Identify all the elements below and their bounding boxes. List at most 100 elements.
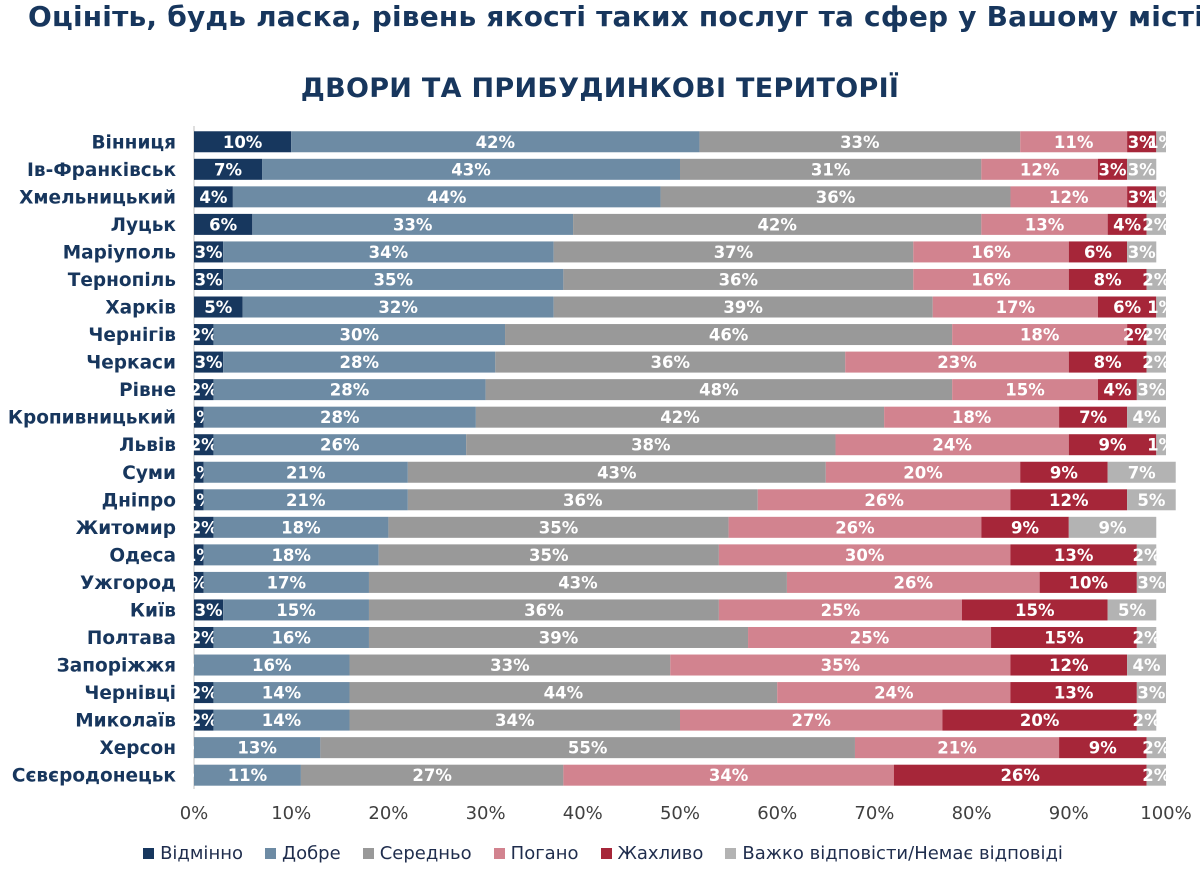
legend-label: Жахливо xyxy=(617,843,704,864)
data-label: 21% xyxy=(937,739,977,758)
data-label: 5% xyxy=(1118,601,1146,620)
category-label: Тернопіль xyxy=(68,270,176,291)
data-label: 9% xyxy=(1050,463,1078,482)
bar-segment xyxy=(407,489,758,511)
category-label: Одеса xyxy=(109,545,176,566)
data-label: 2% xyxy=(1142,766,1170,785)
category-label: Ужгород xyxy=(80,573,176,594)
bar-segment xyxy=(194,296,243,318)
bar-segment xyxy=(223,351,496,373)
bar-segment xyxy=(1156,296,1166,318)
bar-segment xyxy=(1010,682,1137,704)
data-label: 43% xyxy=(558,573,598,592)
data-label: 30% xyxy=(339,326,379,345)
bar-segment xyxy=(194,682,214,704)
legend-label: Середньо xyxy=(379,843,472,864)
bar-segment xyxy=(213,434,467,456)
data-label: 16% xyxy=(971,270,1011,289)
data-label: 8% xyxy=(1094,353,1122,372)
category-label: Сєвєродонецьк xyxy=(12,766,177,787)
legend-swatch xyxy=(725,848,737,859)
bar-segment xyxy=(718,544,1011,566)
data-label: 4% xyxy=(1133,656,1161,675)
bar-segment xyxy=(194,544,204,566)
data-label: 21% xyxy=(286,491,326,510)
category-label: Ів-Франківськ xyxy=(27,160,176,181)
bar-segment xyxy=(1127,158,1157,180)
category-label: Луцьк xyxy=(111,215,177,236)
bar-segment xyxy=(981,516,1069,538)
bar-segment xyxy=(573,213,982,235)
bar-segment xyxy=(194,461,204,483)
data-label: 9% xyxy=(1089,739,1117,758)
bar-segment xyxy=(893,764,1147,786)
bar-segment xyxy=(1136,682,1166,704)
bar-segment xyxy=(825,461,1021,483)
bar-segment xyxy=(194,213,253,235)
data-label: 12% xyxy=(1020,160,1060,179)
bar-segment xyxy=(194,268,224,290)
data-label: 12% xyxy=(1049,491,1089,510)
bar-segment xyxy=(1010,654,1128,676)
category-label: Миколаїв xyxy=(75,711,176,732)
category-label: Харків xyxy=(105,298,176,319)
x-tick-label: 90% xyxy=(1049,803,1089,824)
data-label: 3% xyxy=(1099,160,1127,179)
data-label: 20% xyxy=(1020,711,1060,730)
data-label: 11% xyxy=(228,766,268,785)
data-label: 14% xyxy=(262,711,302,730)
data-label: 13% xyxy=(1054,546,1094,565)
data-label: 2% xyxy=(190,684,218,703)
category-label: Запоріжжя xyxy=(57,656,176,677)
data-label: 16% xyxy=(971,243,1011,262)
data-label: 17% xyxy=(996,298,1036,317)
bar-segment xyxy=(1146,213,1166,235)
legend-item: Середньо xyxy=(362,843,472,864)
bar-segment xyxy=(194,571,204,593)
x-tick-label: 80% xyxy=(952,803,992,824)
data-label: 24% xyxy=(932,436,972,455)
data-label: 35% xyxy=(539,518,579,537)
bar-segment xyxy=(1146,324,1166,346)
bar-segment xyxy=(1136,571,1166,593)
legend-item: Погано xyxy=(493,843,579,864)
bar-segment xyxy=(1136,626,1157,648)
data-label: 26% xyxy=(864,491,904,510)
legend-item: Жахливо xyxy=(600,843,704,864)
data-label: 7% xyxy=(1079,408,1107,427)
data-label: 28% xyxy=(339,353,379,372)
bar-segment xyxy=(252,213,574,235)
bar-segment xyxy=(553,241,914,263)
bar-segment xyxy=(291,131,700,153)
data-label: 1% xyxy=(1147,188,1175,207)
data-label: 34% xyxy=(495,711,535,730)
data-label: 26% xyxy=(835,518,875,537)
data-label: 3% xyxy=(195,601,223,620)
bar-segment xyxy=(961,599,1108,621)
data-label: 3% xyxy=(195,353,223,372)
bar-segment xyxy=(368,571,787,593)
bar-segment xyxy=(475,406,885,428)
bar-segment xyxy=(378,544,719,566)
bar-segment xyxy=(213,324,506,346)
data-label: 9% xyxy=(1011,518,1039,537)
data-label: 28% xyxy=(320,408,360,427)
data-label: 15% xyxy=(1005,381,1045,400)
data-label: 13% xyxy=(1054,684,1094,703)
data-label: 25% xyxy=(850,628,890,647)
bar-segment xyxy=(203,544,379,566)
bar-segment xyxy=(194,241,224,263)
data-label: 21% xyxy=(286,463,326,482)
data-label: 2% xyxy=(1123,326,1151,345)
bar-segment xyxy=(553,296,933,318)
bar-segment xyxy=(1146,268,1166,290)
data-label: 15% xyxy=(1015,601,1055,620)
bar-segment xyxy=(1097,158,1128,180)
bar-segment xyxy=(223,268,564,290)
data-label: 33% xyxy=(393,215,433,234)
bar-segment xyxy=(485,379,953,401)
bar-segment xyxy=(854,737,1060,759)
data-label: 2% xyxy=(190,518,218,537)
category-label: Чернівці xyxy=(84,683,176,704)
data-label: 20% xyxy=(903,463,943,482)
